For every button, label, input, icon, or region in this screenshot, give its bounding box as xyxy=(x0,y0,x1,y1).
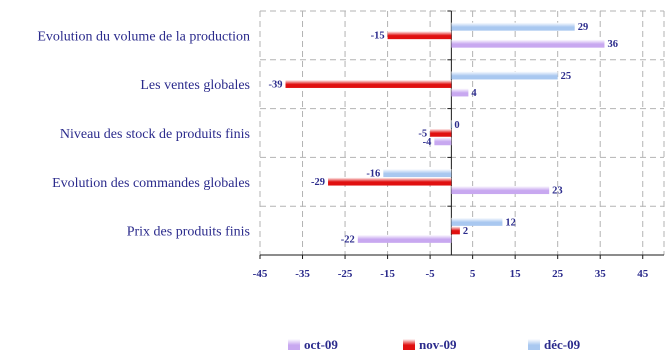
legend-label-nov-09: nov-09 xyxy=(419,337,457,352)
data-label: 2 xyxy=(463,226,468,237)
legend-label-dec-09: déc-09 xyxy=(544,337,581,352)
data-label: -22 xyxy=(341,234,355,245)
category-label: Evolution des commandes globales xyxy=(52,176,250,191)
data-label: -5 xyxy=(418,128,427,139)
bar-oct-09-3 xyxy=(434,137,452,146)
bar-nov-09-3 xyxy=(430,128,452,137)
data-label: -16 xyxy=(366,169,380,180)
bar-oct-09-2 xyxy=(451,88,469,97)
category-labels: Evolution du volume de la production Les … xyxy=(37,29,250,239)
bar-nov-09-5 xyxy=(451,226,460,235)
bars: 29 -15 36 25 -39 4 0 -5-4 -16 -29 23 12 2 -22 xyxy=(269,22,618,245)
legend-swatch-nov-09 xyxy=(403,339,415,350)
data-label: 29 xyxy=(578,22,589,33)
bar-oct-09-5 xyxy=(357,234,452,243)
x-tick-labels: -45 -35 -25 -15 -5 5 15 25 35 45 xyxy=(253,268,649,280)
data-label: 12 xyxy=(505,217,516,228)
x-tick-label: 5 xyxy=(470,268,476,280)
data-label: -15 xyxy=(371,31,385,42)
category-label: Les ventes globales xyxy=(140,78,250,93)
data-label: -4 xyxy=(423,137,432,148)
data-label: 23 xyxy=(552,186,563,197)
x-tick-label: -25 xyxy=(338,268,353,280)
x-tick-label: -45 xyxy=(253,268,268,280)
bar-dec-09-3 xyxy=(451,120,453,129)
x-tick-label: 35 xyxy=(595,268,607,280)
data-label: 36 xyxy=(607,39,618,50)
bar-nov-09-1 xyxy=(387,31,452,40)
data-label: 4 xyxy=(471,88,477,99)
x-tick-label: -15 xyxy=(380,268,395,280)
bar-oct-09-1 xyxy=(451,39,605,48)
bar-nov-09-2 xyxy=(285,79,452,88)
category-label: Niveau des stock de produits finis xyxy=(60,127,250,142)
data-label: -39 xyxy=(269,79,283,90)
category-label: Prix des produits finis xyxy=(127,225,250,240)
bar-oct-09-4 xyxy=(451,186,550,195)
bar-dec-09-2 xyxy=(451,71,558,80)
bar-dec-09-5 xyxy=(451,217,503,226)
legend-swatch-oct-09 xyxy=(288,339,300,350)
x-tick-label: 45 xyxy=(637,268,649,280)
data-label: 25 xyxy=(561,71,572,82)
bar-dec-09-4 xyxy=(383,169,452,178)
bar-dec-09-1 xyxy=(451,22,575,31)
data-label: -29 xyxy=(311,177,325,188)
legend-swatch-dec-09 xyxy=(528,339,540,350)
legend-label-oct-09: oct-09 xyxy=(304,337,338,352)
bar-nov-09-4 xyxy=(328,177,452,186)
category-label: Evolution du volume de la production xyxy=(37,29,250,44)
x-tick-label: -35 xyxy=(295,268,310,280)
legend: oct-09 nov-09 déc-09 xyxy=(288,337,581,352)
x-tick-label: 25 xyxy=(552,268,564,280)
x-tick-label: 15 xyxy=(510,268,522,280)
x-tick-label: -5 xyxy=(426,268,436,280)
data-label: 0 xyxy=(454,120,459,131)
